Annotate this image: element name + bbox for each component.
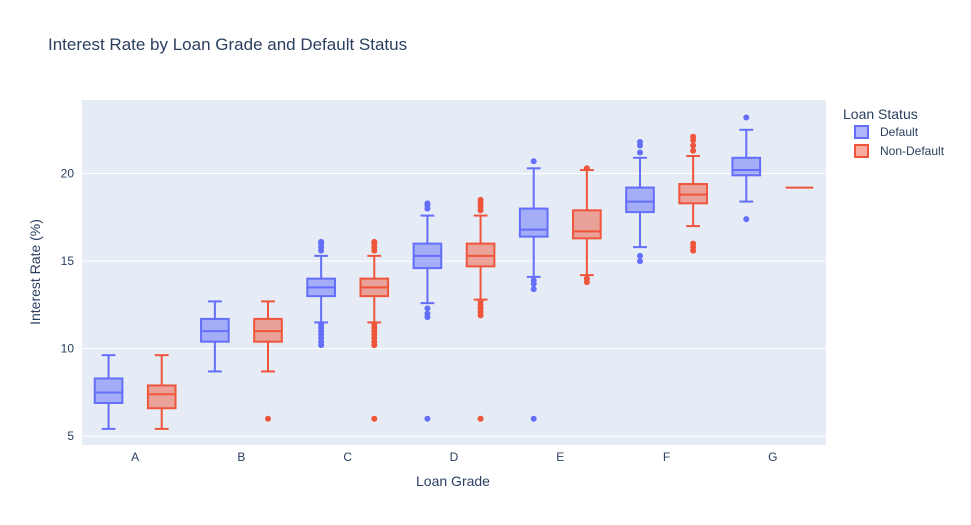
legend: Loan Status Default Non-Default	[843, 106, 945, 158]
outlier-point	[690, 133, 697, 140]
box-iqr	[731, 156, 762, 177]
box-iqr	[572, 209, 602, 240]
box	[146, 354, 177, 430]
box	[200, 300, 230, 373]
box	[678, 133, 708, 254]
outlier-point	[530, 158, 537, 165]
legend-title: Loan Status	[843, 106, 918, 122]
outlier-point	[530, 415, 537, 422]
outlier-point	[690, 142, 697, 149]
outlier-point	[371, 238, 378, 245]
box	[731, 114, 762, 223]
box	[359, 238, 390, 422]
outlier-point	[530, 277, 537, 284]
x-tick-label: G	[768, 450, 777, 464]
legend-swatch	[854, 144, 869, 158]
outlier-point	[424, 200, 431, 207]
box	[465, 196, 496, 422]
x-tick-label: E	[556, 450, 564, 464]
y-tick-label: 20	[61, 167, 75, 181]
outlier-point	[637, 139, 643, 146]
outlier-point	[477, 298, 484, 305]
outlier-point	[477, 196, 484, 203]
x-tick-label: B	[237, 450, 245, 464]
legend-label: Default	[880, 125, 919, 139]
legend-item-non-default: Non-Default	[854, 144, 945, 158]
outlier-point	[743, 114, 750, 121]
box-iqr	[93, 377, 124, 404]
y-axis-title: Interest Rate (%)	[27, 219, 43, 325]
x-tick-label: A	[131, 450, 139, 464]
outlier-point	[530, 286, 537, 293]
x-axis-title: Loan Grade	[416, 473, 490, 489]
outlier-point	[424, 305, 431, 312]
box-iqr	[146, 384, 177, 410]
outlier-point	[424, 415, 431, 422]
box-iqr	[518, 207, 549, 238]
box-series-group	[93, 114, 814, 430]
outlier-point	[265, 415, 271, 422]
y-axis-ticks: 5 10 15 20	[61, 167, 75, 444]
plot-area	[82, 100, 826, 445]
outlier-point	[371, 321, 378, 328]
chart-title: Interest Rate by Loan Grade and Default …	[48, 35, 407, 54]
x-tick-label: F	[663, 450, 670, 464]
outlier-point	[371, 415, 378, 422]
outlier-point	[637, 149, 643, 156]
box	[412, 200, 443, 422]
outlier-point	[690, 240, 697, 247]
box	[253, 300, 283, 422]
box	[306, 238, 336, 349]
x-tick-label: C	[343, 450, 352, 464]
outlier-point	[424, 310, 431, 317]
box	[518, 158, 549, 422]
x-axis-ticks: A B C D E F G	[131, 450, 777, 464]
y-tick-label: 15	[61, 254, 75, 268]
y-tick-label: 5	[67, 429, 74, 443]
outlier-point	[477, 415, 484, 422]
box-iqr	[625, 186, 655, 214]
y-tick-label: 10	[61, 342, 75, 356]
outlier-point	[637, 252, 643, 259]
outlier-point	[583, 165, 590, 172]
legend-swatch	[854, 125, 869, 139]
outlier-point	[583, 275, 590, 282]
box	[93, 354, 124, 430]
x-tick-label: D	[450, 450, 459, 464]
outlier-point	[318, 238, 325, 245]
gridlines	[82, 173, 826, 437]
series-non-default	[146, 133, 814, 430]
series-default	[93, 114, 762, 430]
outlier-point	[637, 258, 643, 265]
outlier-point	[743, 216, 750, 223]
box	[625, 139, 655, 265]
legend-label: Non-Default	[880, 144, 945, 158]
outlier-point	[318, 321, 325, 328]
legend-item-default: Default	[854, 125, 919, 139]
outlier-point	[690, 147, 697, 154]
box	[572, 165, 602, 286]
